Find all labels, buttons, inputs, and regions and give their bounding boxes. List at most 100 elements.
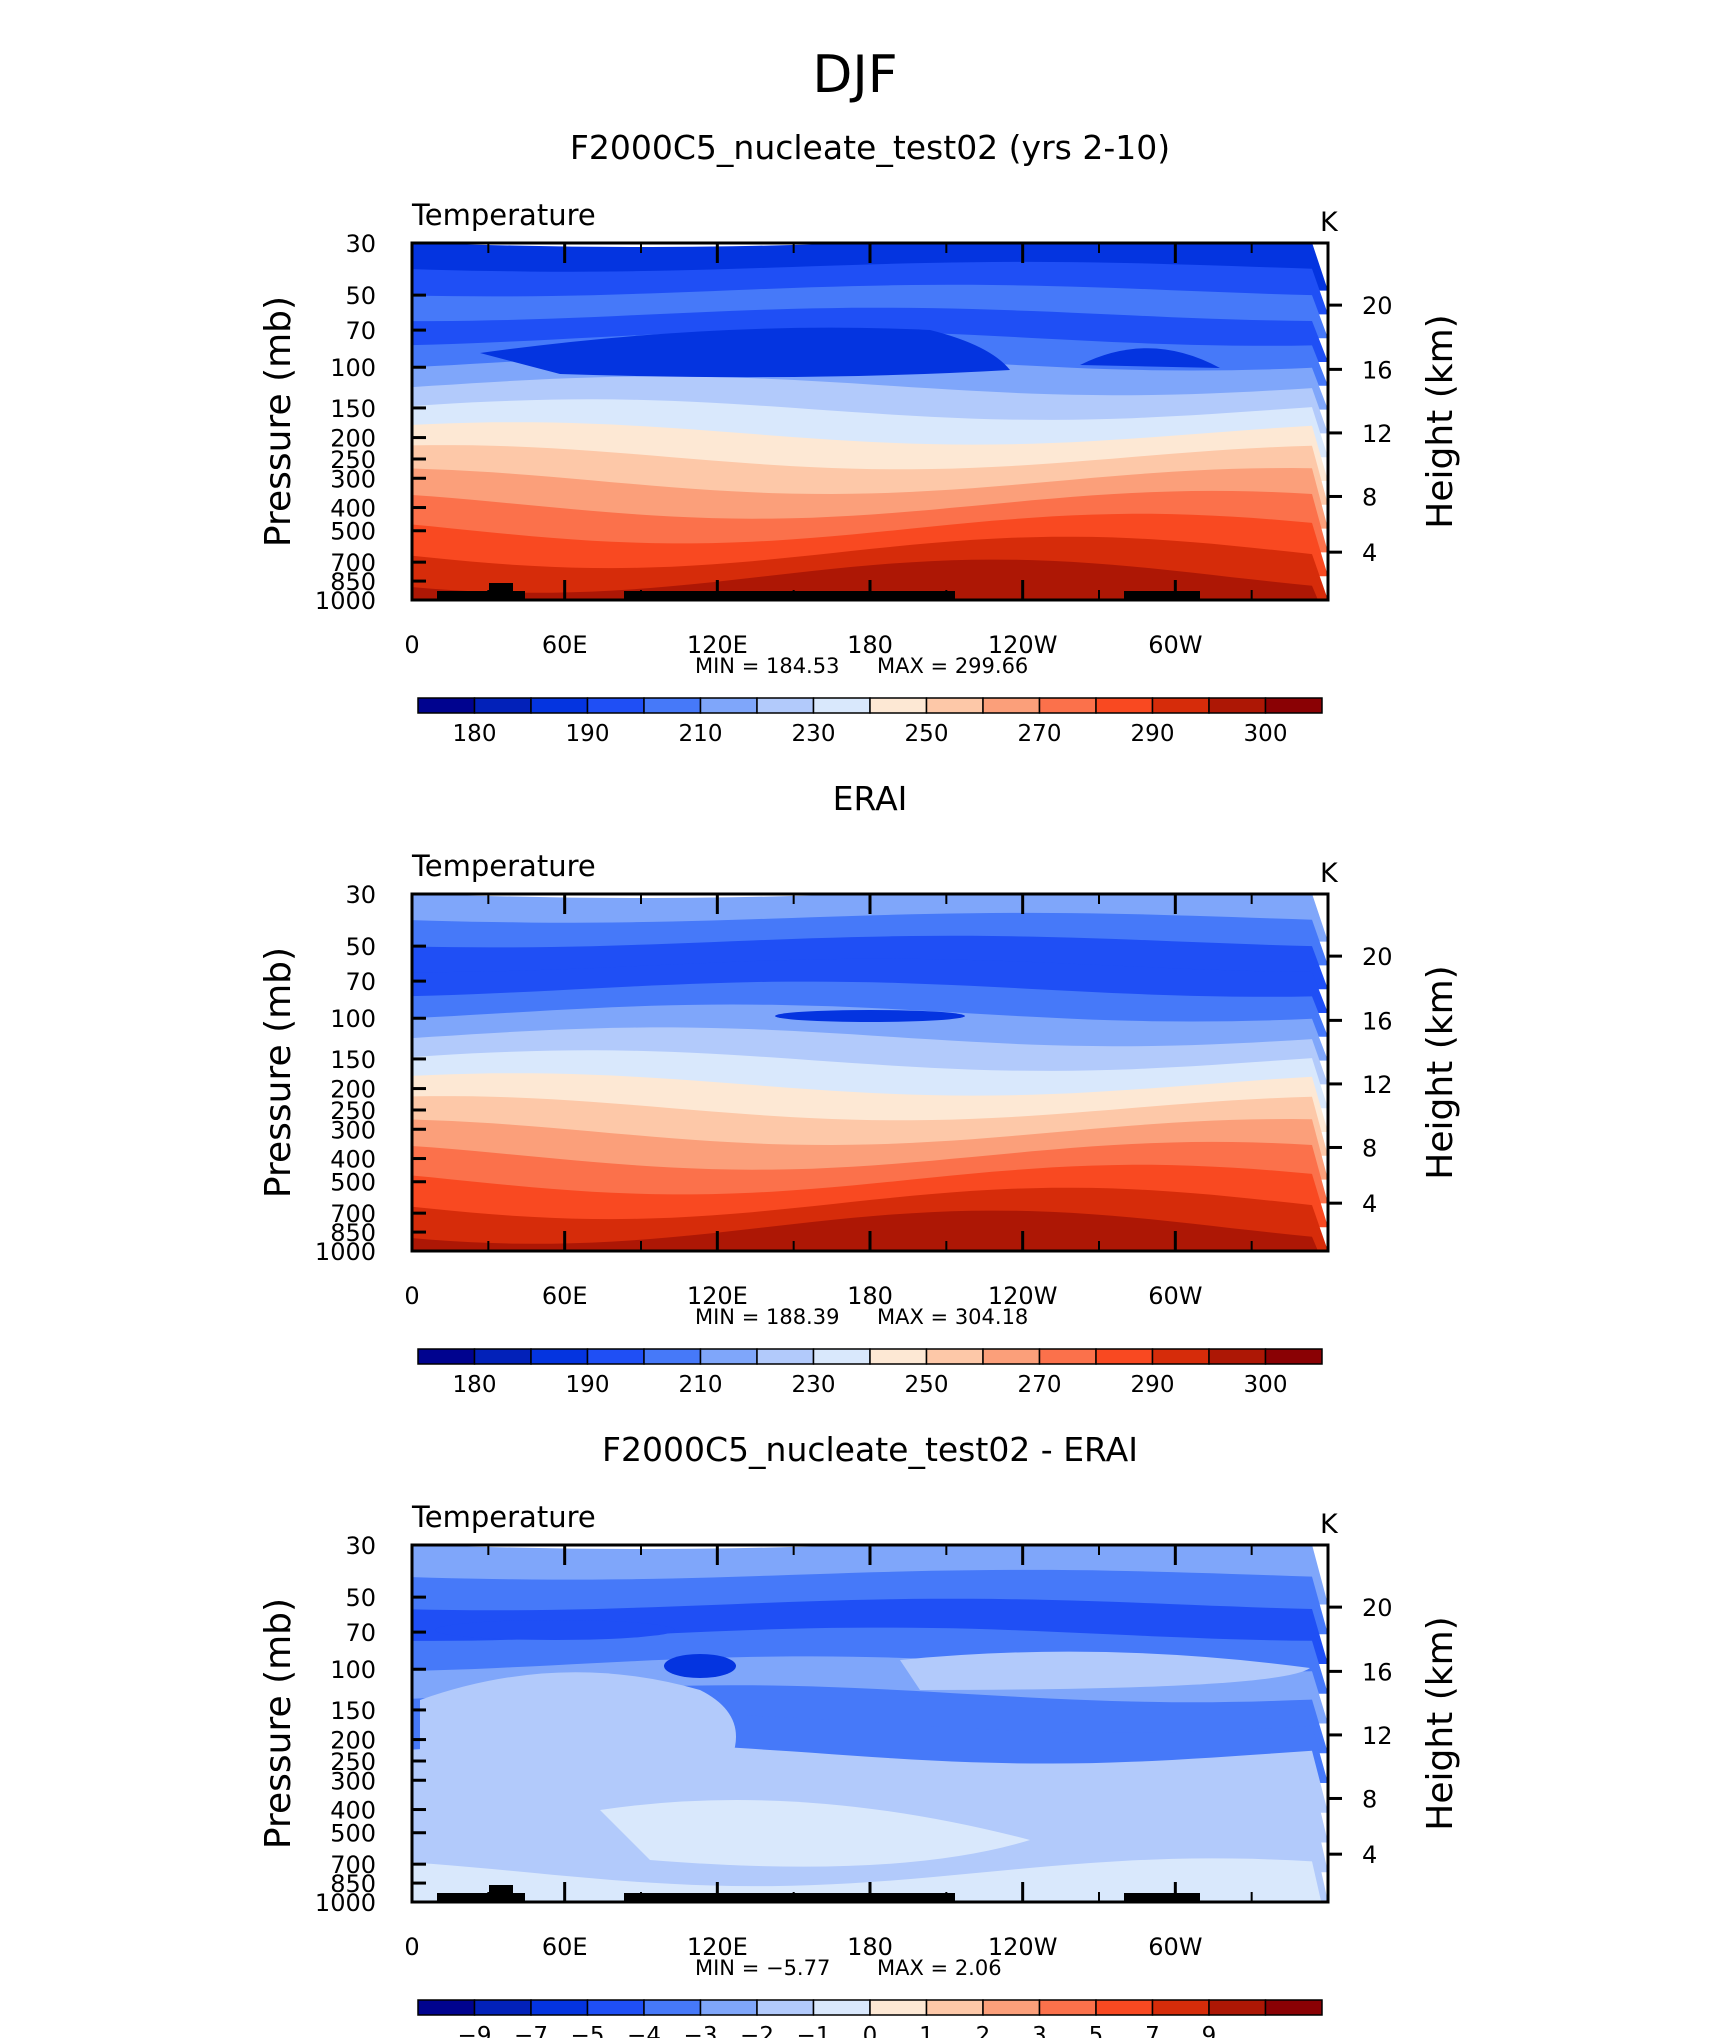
y-tick-label: 300 <box>330 1767 376 1795</box>
y-right-tick-label: 12 <box>1362 1071 1393 1099</box>
colorbar-label: 5 <box>1089 2023 1104 2038</box>
contour-blob <box>420 1672 736 1794</box>
contour-band <box>412 559 1319 600</box>
y-tick-label: 30 <box>345 1532 376 1560</box>
colorbar-label: 300 <box>1244 1372 1288 1398</box>
colorbar-swatch <box>756 697 815 714</box>
y-axis-title: Pressure (mb) <box>258 296 299 547</box>
topography-block <box>437 591 525 600</box>
y-tick-label: 850 <box>330 1219 376 1247</box>
colorbar-swatch <box>812 1348 871 1365</box>
colorbar-swatch <box>530 697 589 714</box>
colorbar-label: 180 <box>453 721 497 747</box>
colorbar-swatch <box>417 1348 476 1365</box>
x-tick-label: 60W <box>1148 631 1202 659</box>
contour-field <box>412 243 1328 600</box>
panel-difference: F2000C5_nucleate_test02 - ERAITemperatur… <box>258 1430 1461 2038</box>
x-tick-label: 0 <box>404 1282 419 1310</box>
contour-band <box>412 1858 1322 1902</box>
y-tick-label: 200 <box>330 1076 376 1104</box>
topography-block <box>489 1885 513 1902</box>
contour-blob <box>900 1651 1310 1690</box>
y-right-tick-label: 12 <box>1362 420 1393 448</box>
y-tick-label: 250 <box>330 1748 376 1776</box>
colorbar-label: 0 <box>863 2023 878 2038</box>
panel-title: F2000C5_nucleate_test02 (yrs 2-10) <box>570 128 1170 167</box>
colorbar-swatch <box>1151 1999 1210 2016</box>
colorbar-swatch <box>1208 1999 1267 2016</box>
variable-label: Temperature <box>411 198 596 232</box>
y-tick-label: 150 <box>330 1697 376 1725</box>
colorbar-label: 290 <box>1131 1372 1175 1398</box>
topography-block <box>624 1893 955 1902</box>
y-tick-label: 500 <box>330 1820 376 1848</box>
x-tick-label: 120E <box>687 631 748 659</box>
contour-blob <box>435 1620 675 1640</box>
topography-block <box>437 1893 525 1902</box>
colorbar-swatch <box>1095 697 1154 714</box>
colorbar-swatch <box>756 1348 815 1365</box>
min-label: MIN = 188.39 <box>695 1305 839 1329</box>
colorbar: −9 −7 −5 −4 −3 −2 −1 0 1 2 3 5 7 9 <box>417 1999 1323 2038</box>
y-right-tick-label: 8 <box>1362 1785 1377 1813</box>
colorbar-swatch <box>586 697 645 714</box>
colorbar-swatch <box>586 1348 645 1365</box>
y-tick-label: 400 <box>330 1797 376 1825</box>
colorbar-label: −9 <box>458 2023 492 2038</box>
y-right-tick-label: 12 <box>1362 1722 1393 1750</box>
y-tick-label: 100 <box>330 1005 376 1033</box>
colorbar-swatch <box>473 697 532 714</box>
x-tick-label: 180 <box>847 1282 893 1310</box>
colorbar-swatch <box>473 1999 532 2016</box>
colorbar-swatch <box>1264 1348 1323 1365</box>
topography <box>437 1885 1200 1902</box>
colorbar-swatch <box>812 1999 871 2016</box>
contour-blob <box>480 327 1010 378</box>
y-right-tick-label: 4 <box>1362 1190 1377 1218</box>
colorbar-label: 230 <box>792 721 836 747</box>
colorbar-swatch <box>643 697 702 714</box>
y-right-tick-label: 8 <box>1362 483 1377 511</box>
panel-title: ERAI <box>833 779 908 818</box>
colorbar-label: 180 <box>453 1372 497 1398</box>
colorbar-swatch <box>869 1999 928 2016</box>
x-tick-label: 60E <box>542 1282 588 1310</box>
colorbar-swatch <box>1095 1999 1154 2016</box>
colorbar-swatch <box>1151 1348 1210 1365</box>
x-tick-label: 120W <box>988 1933 1058 1961</box>
colorbar-label: 2 <box>976 2023 991 2038</box>
colorbar-swatch <box>1038 697 1097 714</box>
y-tick-label: 500 <box>330 1169 376 1197</box>
x-tick-label: 60W <box>1148 1282 1202 1310</box>
colorbar-swatch <box>869 697 928 714</box>
x-tick-label: 180 <box>847 1933 893 1961</box>
y-tick-label: 50 <box>345 1584 376 1612</box>
y-tick-label: 250 <box>330 446 376 474</box>
units-label: K <box>1320 207 1339 238</box>
colorbar-swatch <box>417 697 476 714</box>
colorbar-swatch <box>530 1999 589 2016</box>
colorbar-swatch <box>1208 1348 1267 1365</box>
colorbar-label: −2 <box>740 2023 774 2038</box>
panel-model: F2000C5_nucleate_test02 (yrs 2-10) Temper… <box>258 128 1461 747</box>
colorbar-swatch <box>586 1999 645 2016</box>
y-tick-label: 200 <box>330 1727 376 1755</box>
colorbar-swatch <box>1038 1348 1097 1365</box>
contour-blob <box>600 1800 1030 1867</box>
x-tick-label: 60E <box>542 1933 588 1961</box>
y-tick-label: 30 <box>345 230 376 258</box>
colorbar-label: 250 <box>905 1372 949 1398</box>
y-right-tick-label: 16 <box>1362 1658 1393 1686</box>
y-right-axis-title: Height (km) <box>1420 314 1461 528</box>
colorbar-swatch <box>1264 697 1323 714</box>
colorbar-swatch <box>756 1999 815 2016</box>
y-tick-label: 1000 <box>315 1238 376 1266</box>
y-right-tick-label: 20 <box>1362 1594 1393 1622</box>
y-tick-label: 50 <box>345 933 376 961</box>
x-tick-label: 120E <box>687 1282 748 1310</box>
colorbar-swatch <box>1095 1348 1154 1365</box>
colorbar-label: −4 <box>627 2023 661 2038</box>
topography-block <box>624 591 955 600</box>
max-label: MAX = 299.66 <box>877 654 1028 678</box>
